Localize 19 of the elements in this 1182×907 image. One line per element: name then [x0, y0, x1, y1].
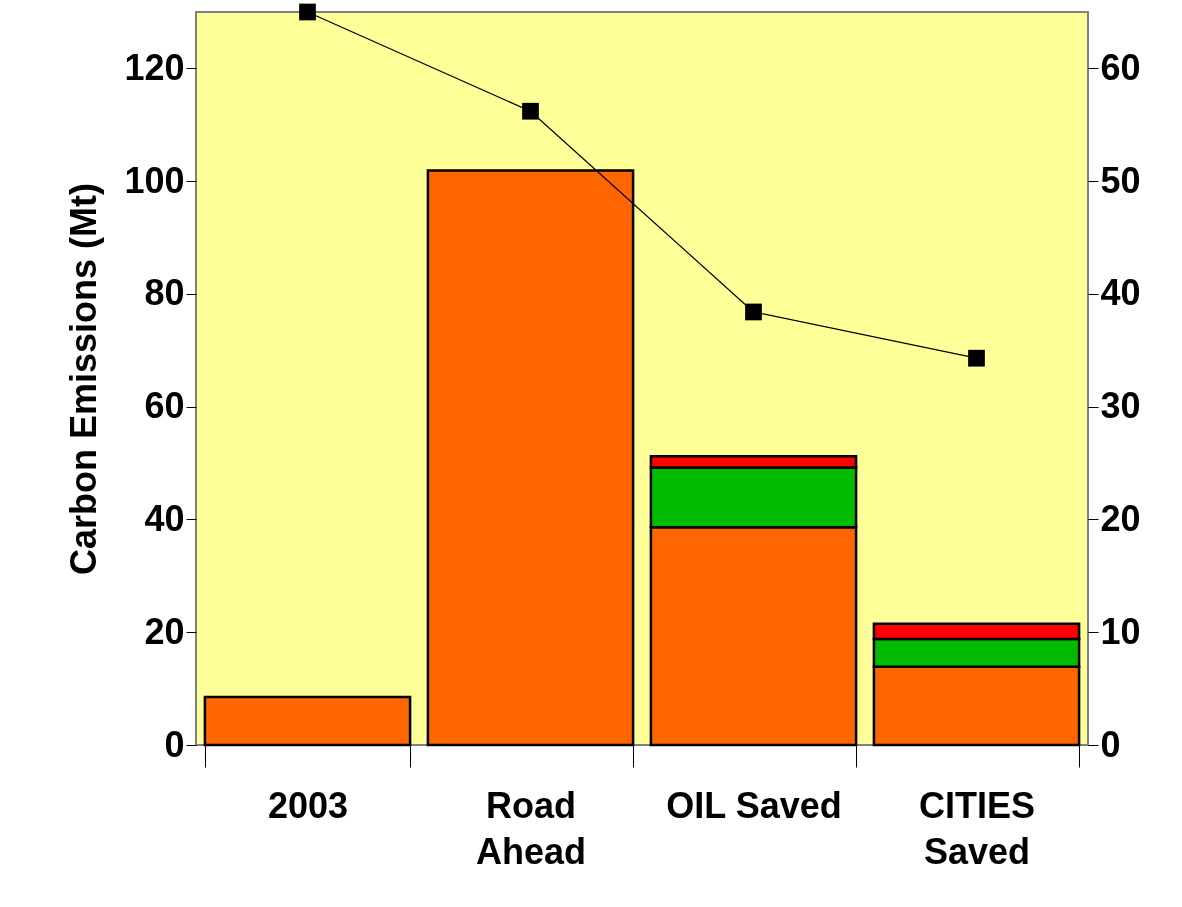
y2-tick-label: 30 — [1100, 385, 1141, 427]
y-axis-title: Carbon Emissions (Mt) — [63, 182, 105, 576]
x-tick-label: 2003 — [267, 784, 349, 826]
y2-tick-label: 0 — [1100, 723, 1121, 765]
y-tick-label: 80 — [144, 272, 185, 314]
y-tick-label: 60 — [144, 385, 185, 427]
y-tick-label: 120 — [124, 46, 185, 88]
y-tick-label: 20 — [144, 610, 185, 652]
y-tick-label: 0 — [164, 723, 185, 765]
y2-tick-label: 20 — [1100, 497, 1141, 539]
x-tick-label: OIL Saved — [666, 784, 842, 826]
y2-tick-label: 50 — [1100, 159, 1141, 201]
y2-tick-label: 10 — [1100, 610, 1141, 652]
y-tick-label: 40 — [144, 497, 185, 539]
x-tick-label: CITIES Saved — [918, 784, 1036, 872]
y2-tick-label: 40 — [1100, 272, 1141, 314]
y-tick-label: 100 — [124, 159, 185, 201]
x-tick-label: Road Ahead — [475, 784, 587, 872]
y2-tick-label: 60 — [1100, 46, 1141, 88]
